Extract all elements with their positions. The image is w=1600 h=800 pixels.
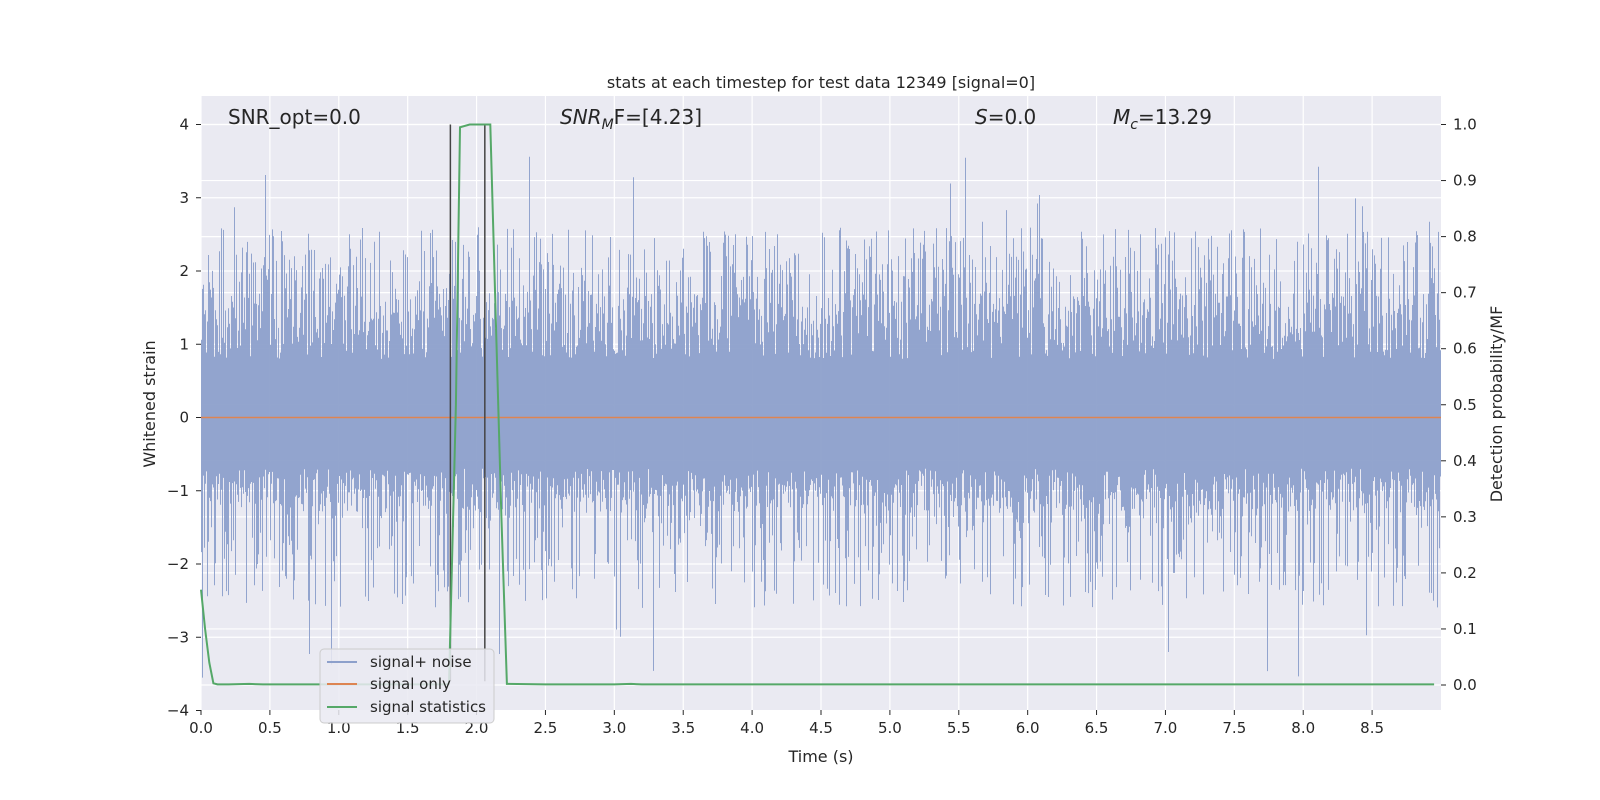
right-y-tick-label: 0.3 bbox=[1453, 508, 1477, 526]
right-y-tick-label: 0.8 bbox=[1453, 228, 1477, 246]
axes-layer: 0.0 0.5 1.0 1.5 2.0 2.5 3.0 3.5 4.0 4.5 5.0 5.5 6.0 6… bbox=[167, 116, 1477, 738]
x-tick-label: 0.5 bbox=[258, 719, 282, 737]
snr-mf-subscript: M bbox=[602, 117, 614, 133]
y-tick-label: 4 bbox=[179, 116, 189, 134]
snr-mf-main: SNR bbox=[560, 105, 602, 129]
right-y-tick-label: 0.6 bbox=[1453, 340, 1477, 358]
y-tick-label: −2 bbox=[167, 555, 189, 573]
s-annotation: S=0.0 bbox=[975, 105, 1036, 129]
snr-mf-value: F=[4.23] bbox=[614, 105, 702, 129]
right-y-axis-label: Detection probability/MF bbox=[1487, 306, 1506, 503]
x-tick-label: 3.5 bbox=[671, 719, 695, 737]
x-tick-label: 4.0 bbox=[740, 719, 764, 737]
snr-opt-annotation: SNR_opt=0.0 bbox=[228, 105, 361, 129]
right-y-tick-label: 0.0 bbox=[1453, 676, 1477, 694]
s-main: S bbox=[975, 105, 988, 129]
mc-subscript: c bbox=[1130, 117, 1138, 133]
y-tick-label: 2 bbox=[179, 262, 189, 280]
y-tick-label: −1 bbox=[167, 482, 189, 500]
x-tick-label: 0.0 bbox=[189, 719, 213, 737]
signal-statistics-line bbox=[200, 123, 1435, 686]
s-value: =0.0 bbox=[988, 105, 1037, 129]
y-tick-label: −4 bbox=[167, 702, 189, 720]
x-tick-label: 8.0 bbox=[1291, 719, 1315, 737]
right-y-tick-label: 0.2 bbox=[1453, 564, 1477, 582]
x-tick-label: 7.5 bbox=[1222, 719, 1246, 737]
x-tick-label: 7.0 bbox=[1154, 719, 1178, 737]
legend-label-signal-only: signal only bbox=[370, 675, 451, 693]
mc-annotation: Mc=13.29 bbox=[1113, 105, 1212, 133]
x-tick-label: 4.5 bbox=[809, 719, 833, 737]
right-y-tick-label: 1.0 bbox=[1453, 116, 1477, 134]
x-tick-label: 8.5 bbox=[1360, 719, 1384, 737]
right-y-tick-label: 0.1 bbox=[1453, 620, 1477, 638]
x-tick-label: 6.0 bbox=[1016, 719, 1040, 737]
snr-mf-annotation: SNRMF=[4.23] bbox=[560, 105, 702, 133]
x-axis-label: Time (s) bbox=[787, 747, 853, 766]
y-tick-label: 3 bbox=[179, 189, 189, 207]
mc-main: M bbox=[1113, 105, 1130, 129]
right-y-tick-label: 0.4 bbox=[1453, 452, 1477, 470]
x-tick-label: 5.0 bbox=[878, 719, 902, 737]
right-y-tick-label: 0.7 bbox=[1453, 284, 1477, 302]
right-y-tick-label: 0.9 bbox=[1453, 172, 1477, 190]
x-tick-label: 6.5 bbox=[1085, 719, 1109, 737]
legend-label-signal-noise: signal+ noise bbox=[370, 653, 472, 671]
legend: signal+ noise signal only signal statist… bbox=[319, 648, 495, 724]
mc-value: =13.29 bbox=[1138, 105, 1212, 129]
y-axis-label: Whitened strain bbox=[140, 340, 159, 467]
series-layer bbox=[200, 123, 1441, 686]
x-tick-label: 3.0 bbox=[602, 719, 626, 737]
x-tick-label: 5.5 bbox=[947, 719, 971, 737]
chart-title: stats at each timestep for test data 123… bbox=[607, 73, 1035, 92]
y-tick-label: 1 bbox=[179, 335, 189, 353]
y-tick-label: −3 bbox=[167, 628, 189, 646]
legend-label-signal-statistics: signal statistics bbox=[370, 698, 486, 716]
right-y-tick-label: 0.5 bbox=[1453, 396, 1477, 414]
y-tick-label: 0 bbox=[179, 409, 189, 427]
x-tick-label: 2.5 bbox=[534, 719, 558, 737]
legend-box bbox=[319, 648, 495, 724]
